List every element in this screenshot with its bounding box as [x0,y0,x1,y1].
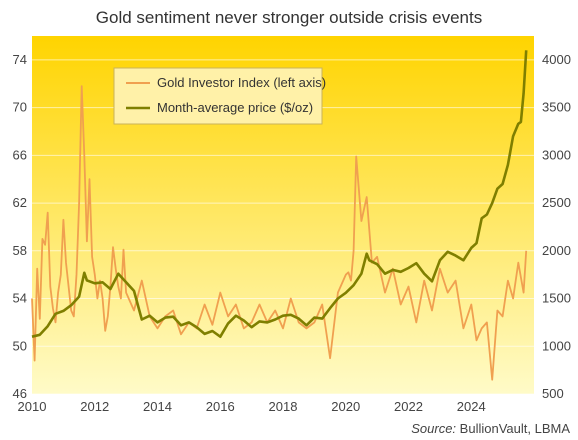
left-tick-54: 54 [13,291,27,306]
legend: Gold Investor Index (left axis) Month-av… [113,67,326,125]
right-tick-1500: 1500 [542,291,571,306]
x-tick-2022: 2022 [394,399,423,414]
source-label: Source: [411,421,457,436]
right-tick-4000: 4000 [542,52,571,67]
left-tick-50: 50 [13,338,27,353]
x-tick-2010: 2010 [18,399,47,414]
x-tick-2016: 2016 [206,399,235,414]
legend-box [113,67,323,125]
gridlines [32,59,534,395]
x-tick-2018: 2018 [269,399,298,414]
right-axis-ticks: 500 1000 1500 2000 2500 3000 3500 4000 [542,52,571,401]
left-tick-62: 62 [13,195,27,210]
x-tick-2014: 2014 [143,399,172,414]
x-axis-ticks: 2010 2012 2014 2016 2018 2020 2022 2024 [18,399,486,414]
source-note: Source: BullionVault, LBMA [411,421,570,436]
left-tick-70: 70 [13,100,27,115]
legend-label-month-average-price: Month-average price ($/oz) [157,100,313,115]
chart-title: Gold sentiment never stronger outside cr… [96,8,482,27]
right-tick-500: 500 [542,386,564,401]
right-tick-2000: 2000 [542,243,571,258]
left-tick-74: 74 [13,52,27,67]
series-group [31,50,528,381]
right-tick-3500: 3500 [542,100,571,115]
left-tick-58: 58 [13,243,27,258]
x-tick-2020: 2020 [331,399,360,414]
source-text: BullionVault, LBMA [459,421,570,436]
left-tick-66: 66 [13,147,27,162]
right-tick-3000: 3000 [542,147,571,162]
left-tick-46: 46 [13,386,27,401]
x-tick-2012: 2012 [80,399,109,414]
left-axis-ticks: 46 50 54 58 62 66 70 74 [13,52,27,401]
series-line-month-average-price-oz [31,50,528,339]
legend-label-gold-investor-index: Gold Investor Index (left axis) [157,75,326,90]
right-tick-2500: 2500 [542,195,571,210]
right-tick-1000: 1000 [542,338,571,353]
x-tick-2024: 2024 [457,399,486,414]
series-line-gold-investor-index-left-axis [31,85,528,381]
